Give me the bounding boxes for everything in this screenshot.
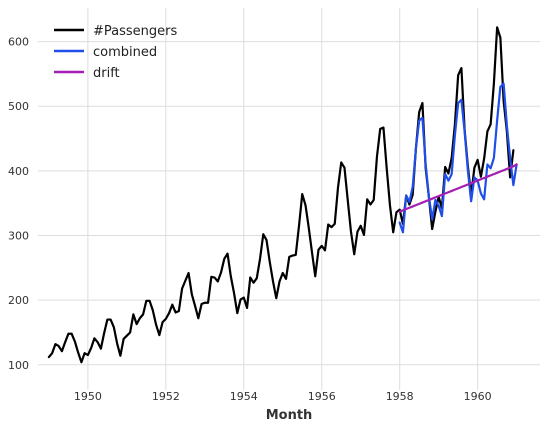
y-tick-label: 200 — [8, 294, 29, 307]
x-tick-label: 1958 — [386, 390, 414, 403]
y-tick-label: 400 — [8, 165, 29, 178]
grid — [38, 8, 540, 390]
series-line-combined — [398, 82, 518, 234]
tick-labels: 1950 1952 1954 1956 1958 1960 100 200 300 400 500 6… — [8, 36, 492, 403]
y-tick-label: 600 — [8, 36, 29, 49]
x-tick-label: 1956 — [308, 390, 336, 403]
y-tick-label: 500 — [8, 100, 29, 113]
x-tick-label: 1954 — [230, 390, 258, 403]
legend-label: #Passengers — [93, 24, 177, 39]
legend-label: drift — [93, 66, 120, 81]
x-tick-label: 1960 — [464, 390, 492, 403]
series-line-passengers — [47, 26, 515, 364]
y-tick-label: 300 — [8, 230, 29, 243]
x-tick-label: 1952 — [152, 390, 180, 403]
series-line-drift — [398, 163, 518, 213]
legend-label: combined — [93, 45, 157, 60]
series-lines — [47, 26, 518, 364]
legend: #Passengers combined drift — [54, 24, 177, 81]
y-tick-label: 100 — [8, 359, 29, 372]
x-axis-title: Month — [266, 408, 313, 423]
x-tick-label: 1950 — [74, 390, 102, 403]
